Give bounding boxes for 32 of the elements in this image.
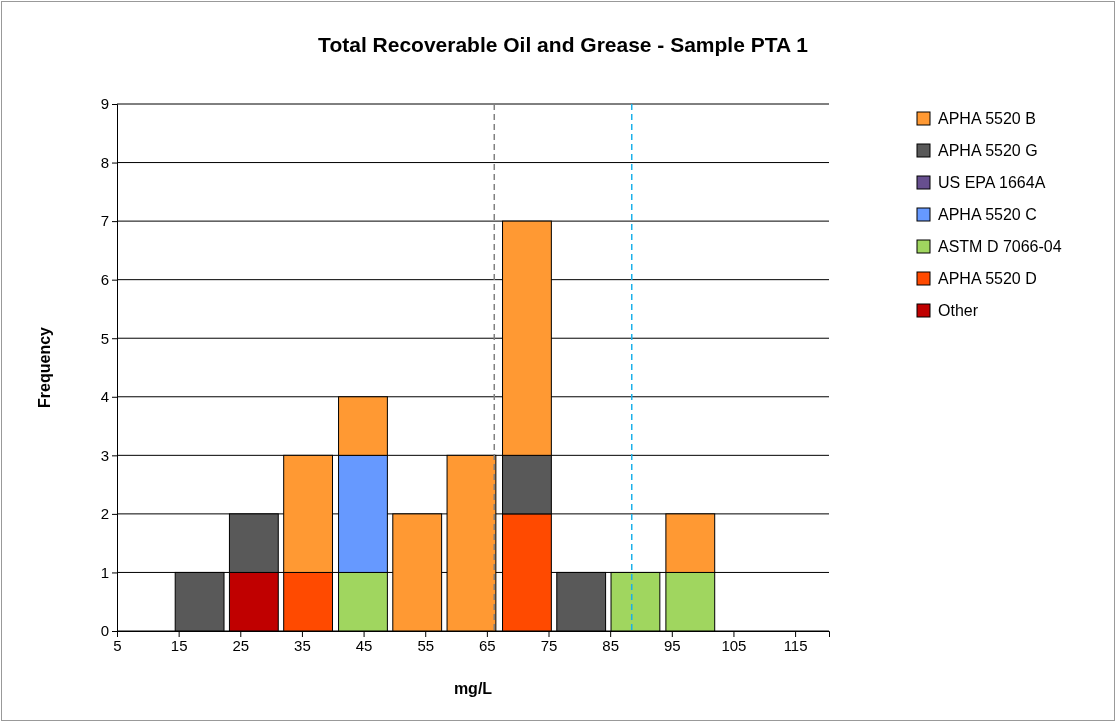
y-tick-label: 2 <box>100 505 109 523</box>
legend-label: APHA 5520 D <box>938 270 1037 287</box>
y-tick-label: 0 <box>100 622 109 640</box>
x-tick-label: 95 <box>663 636 681 654</box>
x-tick-label: 25 <box>232 636 250 654</box>
legend-label: APHA 5520 C <box>938 206 1037 223</box>
y-tick-label: 7 <box>100 212 109 230</box>
x-tick-label: 105 <box>721 636 747 654</box>
x-tick-label: 15 <box>170 636 188 654</box>
y-tick-label: 5 <box>100 329 109 347</box>
x-tick-label: 55 <box>417 636 435 654</box>
legend-label: US EPA 1664A <box>938 174 1046 191</box>
x-tick-label: 5 <box>113 636 122 654</box>
y-tick-label: 9 <box>100 95 109 113</box>
x-tick-label: 45 <box>355 636 373 654</box>
chart-title: Total Recoverable Oil and Grease - Sample PTA 1 <box>318 33 809 56</box>
x-tick-label: 115 <box>783 636 808 654</box>
legend-label: APHA 5520 G <box>938 142 1038 159</box>
y-tick-label: 6 <box>100 270 109 288</box>
y-tick-label: 4 <box>100 388 109 406</box>
legend-label: ASTM D 7066-04 <box>938 238 1062 255</box>
y-tick-label: 1 <box>100 563 109 581</box>
x-axis-title: mg/L <box>453 680 493 697</box>
y-tick-label: 8 <box>100 153 109 171</box>
x-tick-label: 35 <box>294 636 311 654</box>
legend-label: APHA 5520 B <box>938 110 1036 127</box>
y-tick-label: 3 <box>100 446 109 464</box>
x-tick-label: 75 <box>540 636 558 654</box>
x-tick-label: 65 <box>479 636 496 654</box>
y-axis-title: Frequency <box>36 326 53 408</box>
legend-label: Other <box>938 302 979 319</box>
x-tick-label: 85 <box>602 636 619 654</box>
